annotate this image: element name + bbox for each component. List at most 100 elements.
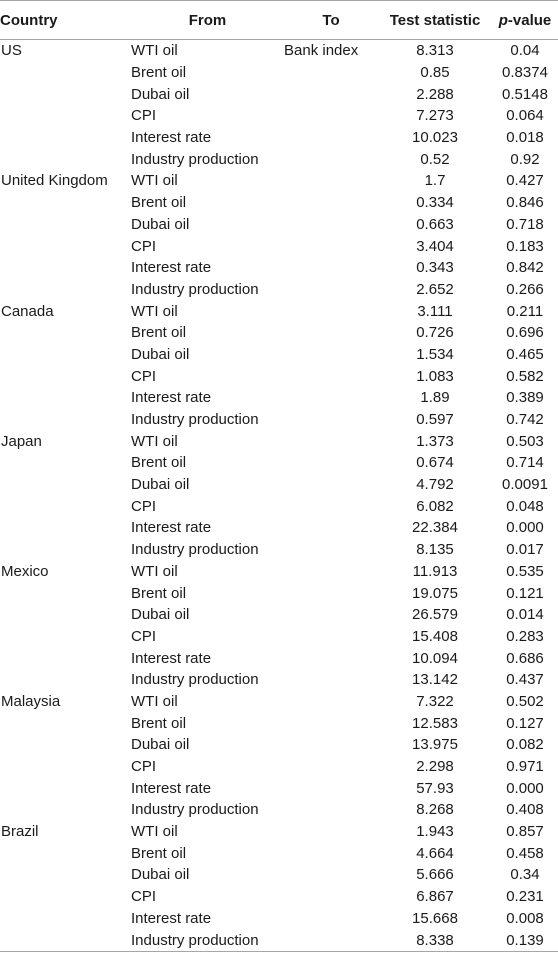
cell-p-value: 0.008 [506, 909, 544, 927]
cell-from: WTI oil [131, 172, 178, 190]
cell-test-statistic: 1.373 [416, 432, 454, 450]
cell-country [0, 127, 131, 149]
cell-from: WTI oil [131, 823, 178, 841]
cell-from: Industry production [131, 280, 259, 298]
cell-test-statistic: 1.89 [420, 389, 450, 407]
cell-to [284, 842, 378, 864]
cell-country [0, 409, 131, 431]
cell-country [0, 148, 131, 170]
table-row: Brent oil 0.85 0.8374 [0, 62, 558, 84]
cell-test-statistic: 8.338 [378, 929, 492, 952]
cell-test-statistic: 8.313 [416, 42, 454, 60]
header-p-symbol: p [498, 11, 508, 29]
cell-country [0, 495, 131, 517]
table-row: Dubai oil 5.666 0.34 [0, 864, 558, 886]
cell-from: CPI [131, 888, 157, 906]
cell-to [284, 344, 378, 366]
cell-from: Brent oil [131, 584, 187, 602]
cell-p-value: 0.048 [506, 497, 544, 515]
cell-p-value: 0.34 [510, 866, 540, 884]
table-row: CPI 15.408 0.283 [0, 626, 558, 648]
cell-test-statistic: 0.85 [420, 64, 450, 82]
cell-p-value: 0.231 [506, 888, 544, 906]
cell-test-statistic: 8.135 [416, 541, 454, 559]
cell-test-statistic: 12.583 [412, 714, 458, 732]
cell-test-statistic: 7.322 [416, 692, 454, 710]
table-row: Brent oil 19.075 0.121 [0, 582, 558, 604]
cell-from: Dubai oil [131, 736, 190, 754]
cell-test-statistic: 0.52 [420, 150, 450, 168]
cell-from: Brent oil [131, 194, 187, 212]
cell-to [284, 799, 378, 821]
cell-from: Industry production [131, 801, 259, 819]
cell-test-statistic: 13.975 [412, 736, 458, 754]
table-row: Interest rate 15.668 0.008 [0, 908, 558, 930]
cell-country [0, 669, 131, 691]
cell-country [0, 756, 131, 778]
cell-from: WTI oil [131, 562, 178, 580]
table-row: Interest rate 22.384 0.000 [0, 517, 558, 539]
cell-country: Japan [1, 432, 42, 450]
cell-to [284, 561, 378, 583]
cell-test-statistic: 0.663 [416, 215, 454, 233]
table-row: Industry production 8.135 0.017 [0, 539, 558, 561]
cell-country [0, 105, 131, 127]
cell-to: Bank index [284, 42, 359, 60]
table-row: Interest rate 10.023 0.018 [0, 127, 558, 149]
cell-country: United Kingdom [1, 172, 108, 190]
cell-from: Brent oil [131, 714, 187, 732]
cell-test-statistic: 10.094 [412, 649, 458, 667]
table-row: Dubai oil 1.534 0.465 [0, 344, 558, 366]
table-row: Dubai oil 26.579 0.014 [0, 604, 558, 626]
cell-from: Brent oil [131, 844, 187, 862]
cell-p-value: 0.427 [506, 172, 544, 190]
cell-country [0, 647, 131, 669]
table-row: Brent oil 0.334 0.846 [0, 192, 558, 214]
cell-country [0, 387, 131, 409]
table-body: US WTI oil Bank index 8.313 0.04 Brent oil 0.8… [0, 40, 558, 952]
cell-to [284, 452, 378, 474]
table-row: Mexico WTI oil 11.913 0.535 [0, 561, 558, 583]
cell-p-value: 0.857 [506, 823, 544, 841]
cell-country [0, 517, 131, 539]
cell-to [284, 170, 378, 192]
table-row: Industry production 8.338 0.139 [0, 929, 558, 952]
cell-p-value: 0.502 [506, 692, 544, 710]
table-row: Dubai oil 0.663 0.718 [0, 214, 558, 236]
cell-to [284, 300, 378, 322]
cell-test-statistic: 3.111 [417, 302, 453, 320]
cell-test-statistic: 0.726 [416, 324, 454, 342]
table-row: Brent oil 4.664 0.458 [0, 842, 558, 864]
table-row: Canada WTI oil 3.111 0.211 [0, 300, 558, 322]
cell-p-value: 0.8374 [502, 64, 548, 82]
table-row: Industry production 8.268 0.408 [0, 799, 558, 821]
cell-to [284, 105, 378, 127]
cell-country [0, 604, 131, 626]
cell-test-statistic: 22.384 [412, 519, 458, 537]
header-p-value: p-value [492, 0, 558, 40]
cell-to [284, 908, 378, 930]
table-row: Brazil WTI oil 1.943 0.857 [0, 821, 558, 843]
cell-test-statistic: 8.268 [416, 801, 454, 819]
cell-to [284, 756, 378, 778]
cell-to [284, 279, 378, 301]
cell-p-value: 0.017 [506, 541, 544, 559]
cell-to [284, 430, 378, 452]
cell-p-value: 0.183 [506, 237, 544, 255]
cell-p-value: 0.742 [506, 411, 544, 429]
cell-from: Industry production [131, 411, 259, 429]
cell-test-statistic: 0.674 [416, 454, 454, 472]
table-row: CPI 6.867 0.231 [0, 886, 558, 908]
cell-country [0, 344, 131, 366]
cell-from: CPI [131, 627, 157, 645]
cell-from: Industry production [131, 671, 259, 689]
table-row: Industry production 0.597 0.742 [0, 409, 558, 431]
cell-test-statistic: 1.534 [416, 345, 454, 363]
table-row: Brent oil 0.726 0.696 [0, 322, 558, 344]
cell-p-value: 0.000 [506, 779, 544, 797]
cell-test-statistic: 7.273 [416, 107, 454, 125]
cell-from: CPI [131, 758, 157, 776]
table-row: Brent oil 0.674 0.714 [0, 452, 558, 474]
cell-country [0, 539, 131, 561]
